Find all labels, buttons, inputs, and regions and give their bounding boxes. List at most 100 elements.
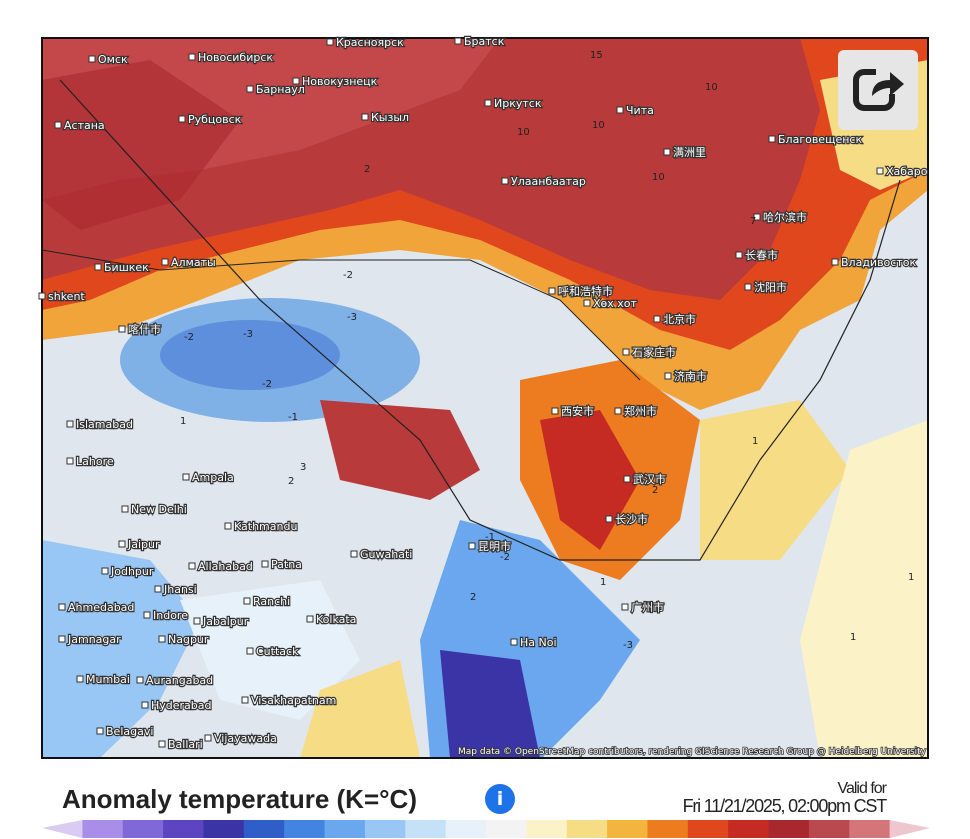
colorbar-segment bbox=[768, 820, 810, 838]
place-marker bbox=[101, 567, 109, 575]
place-label: Patna bbox=[271, 558, 302, 571]
place-label: Владивосток bbox=[841, 256, 916, 269]
place-label: Омск bbox=[98, 53, 128, 66]
place-label: Jaipur bbox=[127, 538, 160, 551]
place-marker bbox=[614, 407, 622, 415]
place-marker bbox=[193, 617, 201, 625]
valid-datetime: Fri 11/21/2025, 02:00pm CST bbox=[682, 796, 888, 816]
contour-label: 2 bbox=[364, 164, 370, 175]
place-marker bbox=[326, 38, 334, 46]
place-marker bbox=[94, 263, 102, 271]
legend-title: Anomaly temperature (K=°C) bbox=[62, 784, 417, 814]
place-marker bbox=[66, 457, 74, 465]
share-button[interactable] bbox=[838, 50, 918, 130]
info-button[interactable]: i bbox=[485, 784, 515, 814]
place-marker bbox=[188, 562, 196, 570]
place-marker bbox=[484, 99, 492, 107]
contour-label: 10 bbox=[592, 120, 605, 131]
place-marker bbox=[178, 115, 186, 123]
place-label: Vijayawada bbox=[214, 732, 277, 745]
place-label: Хөх хот bbox=[593, 297, 638, 310]
place-marker bbox=[58, 603, 66, 611]
place-marker bbox=[154, 585, 162, 593]
place-label: Новосибирск bbox=[198, 51, 273, 64]
place-label: Guwahati bbox=[360, 548, 412, 561]
contour-label: 1 bbox=[908, 572, 914, 583]
colorbar-segment bbox=[486, 820, 527, 838]
place-marker bbox=[361, 113, 369, 121]
contour-label: -2 bbox=[262, 379, 272, 390]
contour-label: -2 bbox=[184, 332, 194, 343]
place-label: Visakhapatnam bbox=[251, 694, 336, 707]
place-marker bbox=[753, 213, 761, 221]
contour-label: -2 bbox=[343, 270, 353, 281]
place-marker bbox=[622, 348, 630, 356]
place-marker bbox=[54, 121, 62, 129]
place-label: Nagpur bbox=[168, 633, 209, 646]
contour-label: 1 bbox=[600, 577, 606, 588]
colorbar-segment bbox=[82, 820, 124, 838]
place-marker bbox=[161, 258, 169, 266]
colorbar-segment bbox=[445, 820, 487, 838]
place-marker bbox=[182, 473, 190, 481]
place-label: Ballari bbox=[168, 738, 203, 751]
place-marker bbox=[653, 315, 661, 323]
place-marker bbox=[76, 675, 84, 683]
place-marker bbox=[468, 542, 476, 550]
place-marker bbox=[188, 53, 196, 61]
place-marker bbox=[261, 560, 269, 568]
place-label: Красноярск bbox=[336, 36, 404, 49]
contour-label: 1 bbox=[180, 416, 186, 427]
colorbar-segment bbox=[566, 820, 608, 838]
place-marker bbox=[243, 597, 251, 605]
colorbar-segment bbox=[324, 820, 366, 838]
place-label: Кызыл bbox=[371, 111, 409, 124]
place-marker bbox=[158, 635, 166, 643]
place-marker bbox=[663, 148, 671, 156]
colorbar-segment bbox=[728, 820, 770, 838]
map-layer bbox=[42, 38, 928, 758]
colorbar-segment bbox=[849, 820, 891, 838]
place-marker bbox=[831, 258, 839, 266]
place-marker bbox=[292, 77, 300, 85]
colorbar-segment bbox=[808, 820, 850, 838]
place-marker bbox=[224, 522, 232, 530]
contour-label: -3 bbox=[623, 640, 633, 651]
contour-label: 2 bbox=[652, 485, 658, 496]
contour-label: 2 bbox=[470, 592, 476, 603]
place-label: Hyderabad bbox=[151, 699, 212, 712]
colorbar-arrow bbox=[42, 820, 83, 838]
place-marker bbox=[118, 325, 126, 333]
place-label: Барнаул bbox=[256, 83, 305, 96]
place-marker bbox=[121, 505, 129, 513]
place-label: Хабаро bbox=[886, 165, 928, 178]
place-label: Jhansi bbox=[163, 583, 197, 596]
place-marker bbox=[58, 635, 66, 643]
contour-label: 7 bbox=[750, 216, 756, 227]
place-label: 广州市 bbox=[631, 600, 664, 614]
place-label: Братск bbox=[464, 35, 505, 48]
place-marker bbox=[96, 727, 104, 735]
place-label: 石家庄市 bbox=[632, 345, 676, 359]
place-label: Belagavi bbox=[106, 725, 153, 738]
place-marker bbox=[350, 550, 358, 558]
contour-label: 10 bbox=[705, 82, 718, 93]
place-label: 喀什市 bbox=[128, 322, 161, 336]
place-marker bbox=[143, 611, 151, 619]
contour-label: 15 bbox=[590, 50, 603, 61]
place-label: 长沙市 bbox=[615, 512, 648, 526]
colorbar-segment bbox=[607, 820, 648, 838]
place-label: Алматы bbox=[171, 256, 216, 269]
place-label: Kathmandu bbox=[234, 520, 297, 533]
place-marker bbox=[136, 676, 144, 684]
place-label: Ranchi bbox=[253, 595, 290, 608]
place-marker bbox=[605, 515, 613, 523]
contour-label: 1 bbox=[752, 436, 758, 447]
place-marker bbox=[66, 420, 74, 428]
colorbar-segment bbox=[526, 820, 568, 838]
place-label: Allahabad bbox=[198, 560, 253, 573]
place-label: Lahore bbox=[76, 455, 114, 468]
place-label: 济南市 bbox=[674, 369, 707, 383]
colorbar-arrow bbox=[889, 820, 930, 838]
colorbar-segment bbox=[122, 820, 164, 838]
